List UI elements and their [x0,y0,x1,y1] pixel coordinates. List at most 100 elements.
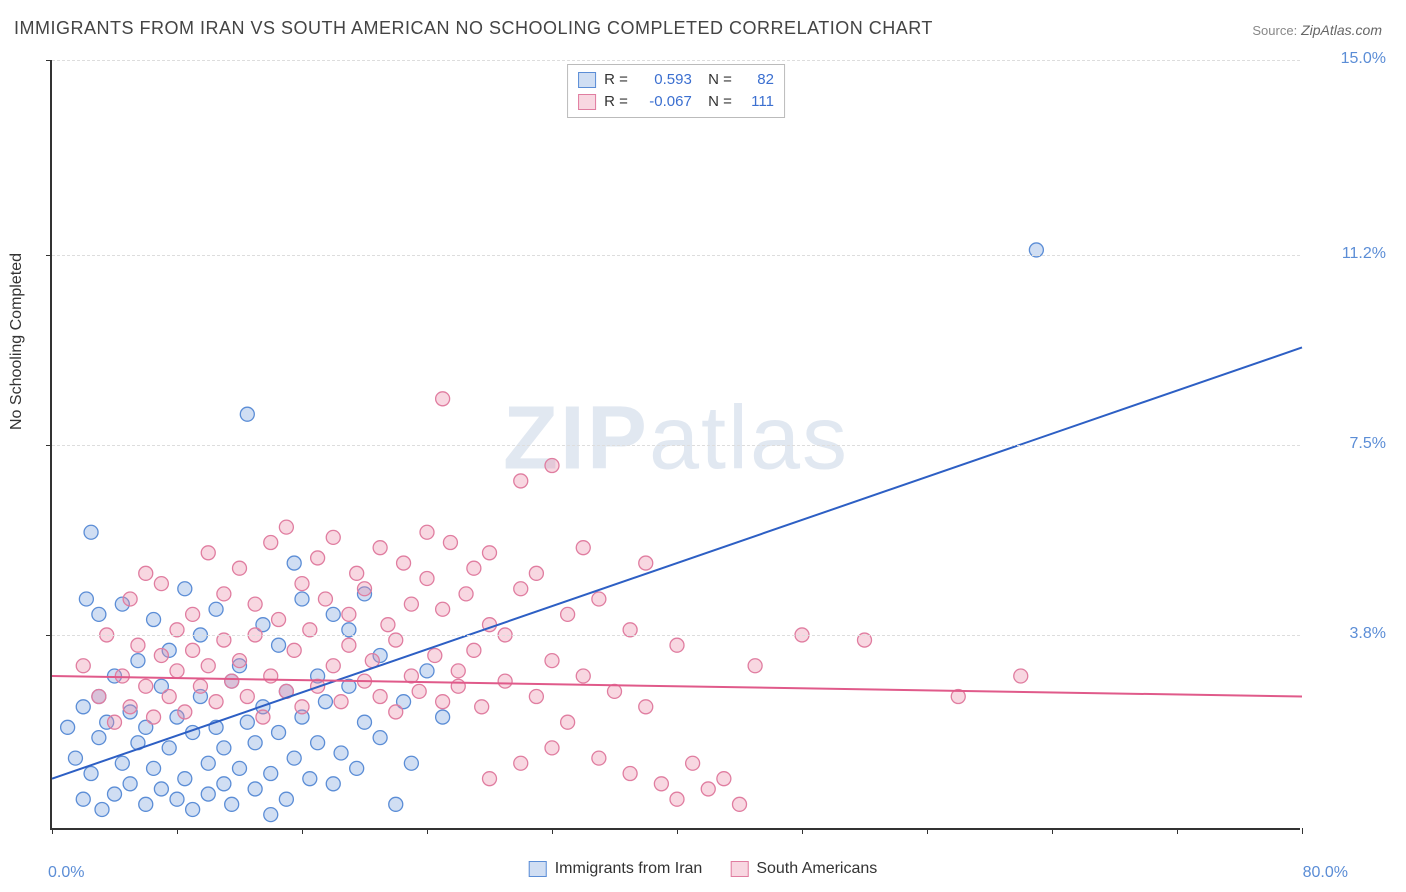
data-point [193,679,207,693]
data-point [76,700,90,714]
data-point [326,659,340,673]
swatch-series-1 [578,72,596,88]
data-point [1014,669,1028,683]
data-point [483,546,497,560]
data-point [295,592,309,606]
data-point [287,643,301,657]
data-point [131,638,145,652]
data-point [475,700,489,714]
data-point [115,756,129,770]
y-tick-label: 11.2% [1342,245,1386,263]
data-point [139,679,153,693]
data-point [654,777,668,791]
data-point [420,571,434,585]
data-point [701,782,715,796]
data-point [459,587,473,601]
y-axis-label: No Schooling Completed [8,253,26,430]
x-tick [1177,828,1178,834]
data-point [498,674,512,688]
data-point [186,607,200,621]
data-point [240,715,254,729]
data-point [95,802,109,816]
data-point [279,520,293,534]
data-point [92,607,106,621]
data-point [639,556,653,570]
data-point [201,787,215,801]
data-point [108,715,122,729]
x-tick [52,828,53,834]
data-point [545,459,559,473]
gridline [52,255,1300,256]
data-point [545,741,559,755]
data-point [233,654,247,668]
y-tick-label: 15.0% [1341,50,1386,68]
trend-line [52,676,1302,697]
data-point [256,710,270,724]
legend-item: Immigrants from Iran [529,860,703,878]
data-point [170,664,184,678]
x-tick [1052,828,1053,834]
chart-title: IMMIGRANTS FROM IRAN VS SOUTH AMERICAN N… [14,18,933,39]
data-point [318,695,332,709]
data-point [623,767,637,781]
data-point [76,792,90,806]
data-point [170,792,184,806]
data-point [295,700,309,714]
data-point [381,618,395,632]
data-point [154,782,168,796]
data-point [748,659,762,673]
gridline [52,445,1300,446]
y-tick-label: 3.8% [1350,625,1386,643]
r-label: R = [604,91,628,113]
data-point [514,474,528,488]
legend-label-1: Immigrants from Iran [555,860,703,878]
data-point [287,751,301,765]
data-point [467,643,481,657]
data-point [561,607,575,621]
data-point [68,751,82,765]
x-tick [802,828,803,834]
data-point [123,777,137,791]
data-point [178,582,192,596]
data-point [733,797,747,811]
data-point [287,556,301,570]
data-point [404,597,418,611]
data-point [358,715,372,729]
data-point [201,756,215,770]
data-point [326,530,340,544]
source-attribution: Source: ZipAtlas.com [1252,22,1382,38]
data-point [84,525,98,539]
data-point [717,772,731,786]
data-point [428,648,442,662]
data-point [131,654,145,668]
data-point [326,607,340,621]
data-point [225,674,239,688]
data-point [467,561,481,575]
data-point [233,561,247,575]
data-point [342,607,356,621]
data-point [225,797,239,811]
data-point [264,808,278,822]
data-point [420,525,434,539]
data-point [186,802,200,816]
legend-row: R = -0.067 N = 111 [578,91,774,113]
y-tick [46,445,52,446]
data-point [139,797,153,811]
data-point [373,541,387,555]
data-point [76,659,90,673]
data-point [436,392,450,406]
data-point [389,705,403,719]
y-tick [46,255,52,256]
r-value-1: 0.593 [636,69,692,91]
data-point [79,592,93,606]
data-point [272,725,286,739]
series-legend: Immigrants from Iran South Americans [529,860,878,878]
data-point [311,736,325,750]
data-point [334,746,348,760]
data-point [404,756,418,770]
r-value-2: -0.067 [636,91,692,113]
data-point [592,751,606,765]
data-point [350,566,364,580]
data-point [162,690,176,704]
data-point [303,772,317,786]
